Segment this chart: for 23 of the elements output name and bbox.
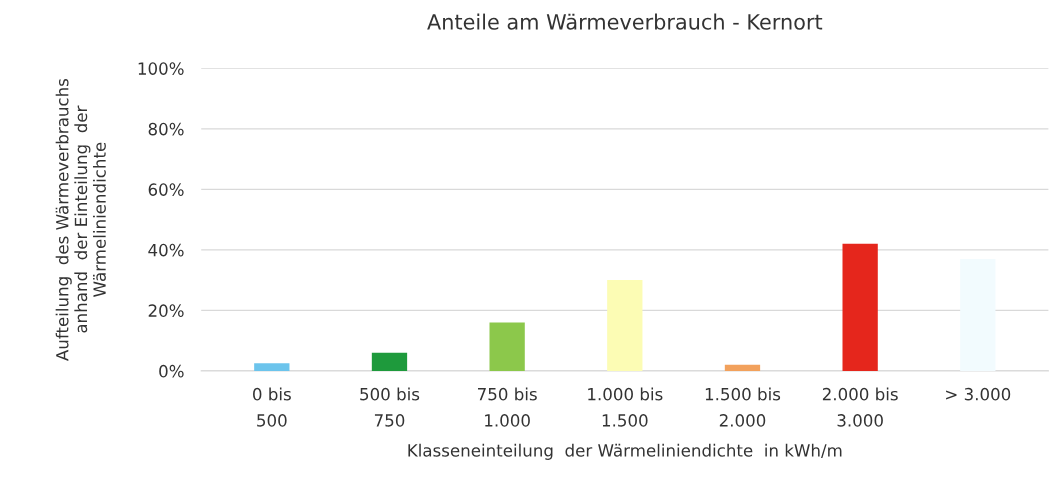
y-tick-label: 60% [148, 183, 184, 196]
bar [254, 363, 290, 371]
bar [371, 352, 408, 371]
x-axis-title: Klasseneinteilung der Wärmeliniendichte in kWh/m [408, 443, 842, 460]
bar [607, 280, 643, 371]
x-tick-label: > 3.000 [946, 387, 1011, 401]
bar [960, 258, 996, 371]
x-tick-label: 1.500 bis 2.000 [705, 387, 781, 427]
y-tick-label: 20% [148, 304, 184, 317]
x-tick-label: 1.000 bis 1.500 [588, 387, 663, 427]
bar [489, 322, 525, 371]
x-tick-label: 2.000 bis 3.000 [822, 387, 898, 427]
bar [724, 364, 761, 371]
x-tick-label: 0 bis 500 [253, 387, 291, 427]
y-tick-label: 0% [159, 364, 184, 378]
chart-title: Anteile am Wärmeverbrauch - Kernort [427, 13, 823, 30]
bar [842, 243, 878, 371]
y-tick-label: 100% [138, 62, 184, 75]
y-tick-label: 40% [148, 243, 184, 257]
y-axis-title: Aufteilung des Wärmeverbrauchs anhand der Einteilung der Wärmeliniendichte [55, 78, 106, 361]
x-tick-label: 750 bis 1.000 [478, 387, 537, 427]
x-tick-label: 500 bis 750 [360, 387, 420, 427]
y-tick-label: 80% [148, 122, 184, 136]
